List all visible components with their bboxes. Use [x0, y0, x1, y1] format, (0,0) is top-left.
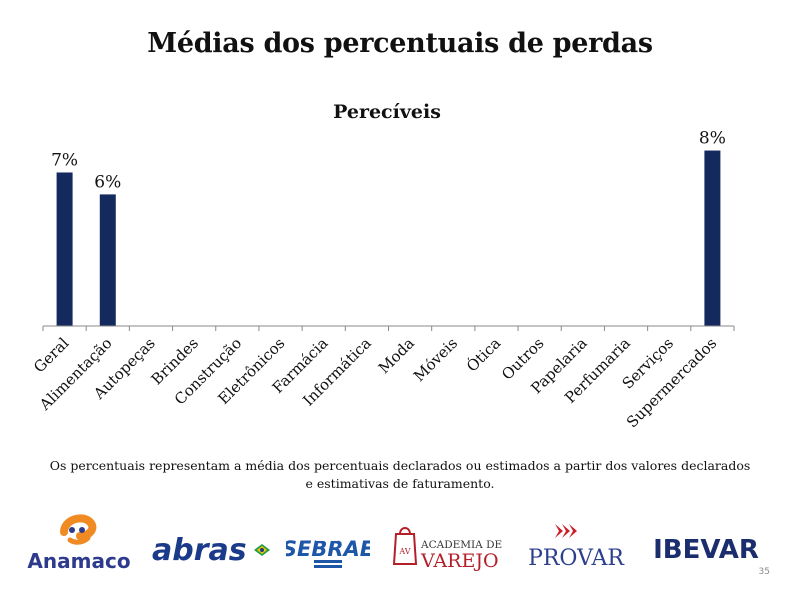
- bar-0: [56, 172, 73, 326]
- data-label-15: 8%: [699, 129, 726, 149]
- academia-monogram: AV: [398, 547, 410, 556]
- x-tick-label-9: Móveis: [410, 334, 461, 385]
- footnote: Os percentuais representam a média dos p…: [30, 457, 770, 493]
- sebrae-logo: SEBRAE: [286, 532, 370, 568]
- provar-logo: PROVAR: [528, 524, 625, 571]
- bar-1: [99, 194, 116, 326]
- provar-wordmark: PROVAR: [528, 546, 625, 571]
- sebrae-stripes-icon: [314, 532, 342, 568]
- anamaco-wordmark: Anamaco: [27, 549, 130, 573]
- footnote-line-1: Os percentuais representam a média dos p…: [49, 458, 751, 473]
- anamaco-swirl-icon: [60, 514, 97, 545]
- bars-group: [56, 150, 721, 326]
- bar-15: [704, 150, 721, 326]
- data-label-1: 6%: [94, 172, 121, 192]
- anamaco-logo: Anamaco: [27, 514, 131, 573]
- chart-title: Perecíveis: [333, 101, 441, 123]
- x-ticks-group: [42, 326, 735, 331]
- provar-arrows-icon: [555, 524, 577, 538]
- academia-wordmark-line1: ACADEMIA DE: [420, 539, 502, 551]
- ibevar-logo: IBEVAR: [653, 535, 759, 565]
- data-label-0: 7%: [51, 150, 78, 170]
- footnote-line-2: e estimativas de faturamento.: [305, 476, 495, 491]
- data-labels-group: 7% 6% 8%: [51, 129, 726, 193]
- brazil-flag-icon: [254, 544, 270, 556]
- abras-wordmark: abras: [152, 533, 247, 568]
- academia-wordmark-line2: VAREJO: [420, 550, 499, 572]
- x-tick-label-10: Ótica: [463, 334, 504, 375]
- abras-logo: abras: [152, 533, 270, 568]
- academia-de-varejo-logo: AV ACADEMIA DE VAREJO: [392, 527, 502, 572]
- ibevar-wordmark: IBEVAR: [653, 535, 759, 565]
- bar-chart: Perecíveis 7% 6% 8% GeralAlimentaçãoAutope…: [30, 101, 735, 431]
- shopping-bag-icon: AV: [392, 527, 418, 565]
- page-number: 35: [758, 567, 770, 577]
- slide-title: Médias dos percentuais de perdas: [147, 28, 653, 59]
- x-tick-labels-group: GeralAlimentaçãoAutopeçasBrindesConstruç…: [30, 334, 720, 431]
